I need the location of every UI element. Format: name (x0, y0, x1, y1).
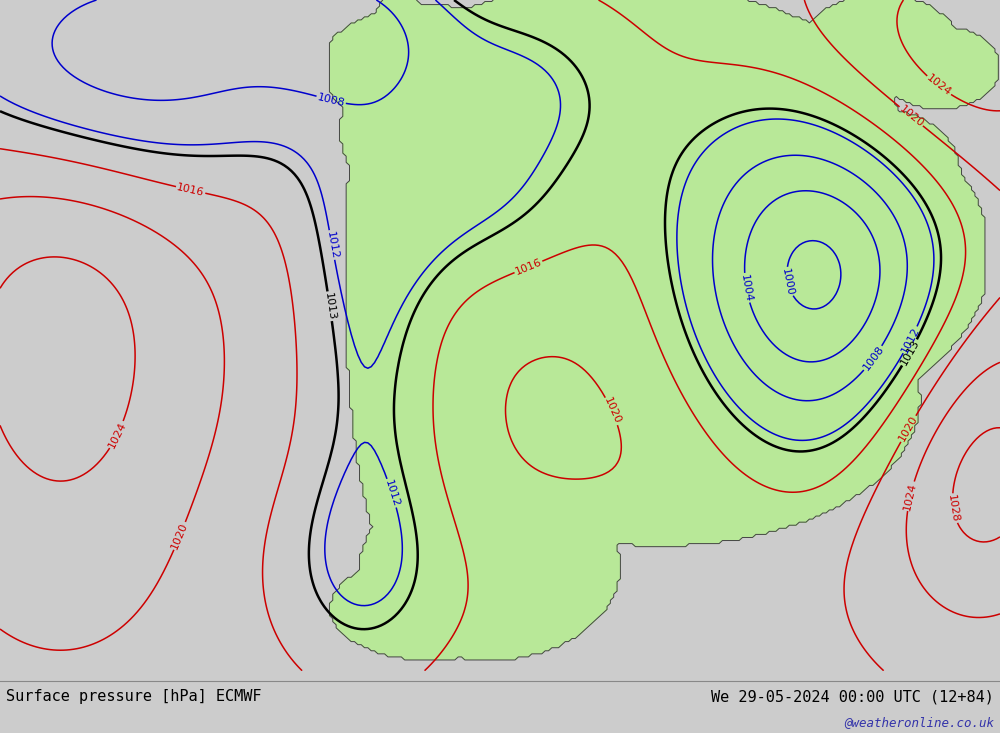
Text: 1016: 1016 (176, 182, 205, 198)
Text: Surface pressure [hPa] ECMWF: Surface pressure [hPa] ECMWF (6, 689, 262, 704)
Text: 1020: 1020 (897, 103, 925, 129)
Text: 1013: 1013 (898, 338, 921, 367)
Text: 1020: 1020 (897, 414, 920, 443)
Text: 1028: 1028 (946, 493, 960, 523)
Text: 1020: 1020 (170, 521, 190, 551)
Text: 1024: 1024 (902, 482, 918, 511)
Text: 1024: 1024 (924, 73, 953, 98)
Text: 1020: 1020 (602, 397, 622, 426)
Text: 1004: 1004 (739, 273, 754, 303)
Text: 1024: 1024 (106, 420, 128, 450)
Text: 1012: 1012 (325, 230, 339, 259)
Text: 1012: 1012 (900, 325, 921, 355)
Text: 1000: 1000 (780, 267, 795, 296)
Text: We 29-05-2024 00:00 UTC (12+84): We 29-05-2024 00:00 UTC (12+84) (711, 689, 994, 704)
Text: 1008: 1008 (861, 344, 886, 372)
Text: 1016: 1016 (514, 257, 543, 277)
Text: @weatheronline.co.uk: @weatheronline.co.uk (844, 716, 994, 729)
Text: 1013: 1013 (323, 292, 337, 321)
Text: 1012: 1012 (383, 478, 401, 508)
Text: 1008: 1008 (316, 92, 346, 108)
